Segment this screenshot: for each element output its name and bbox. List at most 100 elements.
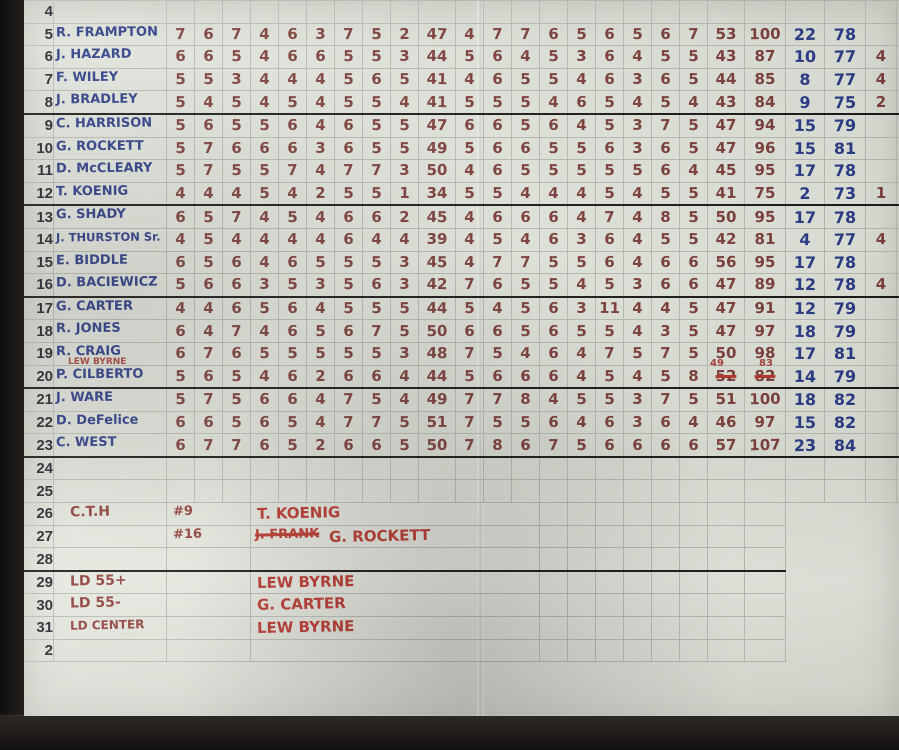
hole-4-score: 4	[250, 90, 279, 115]
score-value: 5	[492, 183, 503, 203]
hole-9-score: 4	[390, 364, 419, 390]
empty-cell	[651, 638, 680, 663]
hole-11-score: 6	[483, 113, 512, 138]
hole-1-score: 6	[166, 341, 195, 366]
score-value: 5	[688, 390, 699, 409]
hole-5-score: 5	[278, 410, 307, 435]
hole-2-score: 7	[194, 433, 223, 458]
score-value: 6	[203, 24, 214, 43]
player-name-cell: R. JONES	[53, 319, 167, 343]
hole-16-score: 5	[623, 159, 652, 183]
gross-score: 107	[744, 433, 786, 458]
score-value: 4	[875, 275, 887, 294]
score-value: 2	[875, 92, 887, 111]
hole-14-score: 4	[567, 273, 596, 298]
gross-score: 100	[744, 387, 786, 412]
hole-4-score: 6	[250, 136, 279, 161]
score-value: 5	[632, 24, 643, 43]
empty-cell	[651, 502, 680, 526]
hole-9-score: 2	[390, 204, 419, 229]
hole-1-score: 6	[166, 250, 195, 275]
score-value: 3	[399, 344, 410, 363]
extra-column: 4	[865, 273, 897, 298]
score-value: 6	[343, 138, 354, 157]
score-value: 5	[259, 116, 270, 135]
hole-18-score: 5	[679, 67, 708, 92]
empty-cell	[567, 593, 596, 618]
hole-16-score: 3	[623, 136, 652, 161]
score-value: 5	[175, 116, 186, 135]
score-value: 4	[632, 252, 643, 271]
score-value: 5	[399, 138, 410, 157]
hole-13-score: 6	[539, 364, 568, 390]
hole-14-score: 3	[567, 227, 596, 252]
hole-2-score: 6	[194, 410, 223, 435]
score-value: 4	[399, 390, 410, 409]
score-value: 7	[548, 435, 559, 454]
scorecard-table: 4 5 R. FRAMPTON 7 6 7 4 6 3 7 5 2 47 4 7 7 6 5 6 5 6 7 53 100 22…	[0, 0, 899, 663]
score-value: 4	[315, 116, 326, 135]
score-value: 4	[464, 230, 475, 249]
notes-row: 29 LD 55+ LEW BYRNE	[22, 570, 899, 595]
score-value: 6	[175, 344, 186, 363]
score-value: 6	[231, 344, 242, 363]
score-value: 6	[604, 47, 615, 66]
hole-1-score: 4	[166, 296, 195, 321]
empty-cell	[679, 638, 708, 663]
in-total-value: 47	[715, 116, 737, 135]
score-value: 3	[315, 138, 326, 157]
empty-cell	[595, 593, 624, 618]
score-value: 6	[287, 321, 298, 340]
table-row: 14 J. THURSTON Sr. 4 5 4 4 4 4 6 4 4 39 4 5 4 6 3 6 4 5 5 42 8…	[22, 227, 899, 252]
extra-column	[865, 0, 897, 24]
score-value: 6	[548, 207, 559, 226]
hole-4-score: 4	[250, 250, 279, 275]
hole-17-score: 6	[651, 410, 680, 435]
hole-7-score: 5	[334, 45, 363, 69]
hole-17-score: 5	[651, 181, 680, 207]
hole-5-score: 6	[278, 319, 307, 343]
hole-17-score: 6	[651, 250, 680, 275]
hole-3-score: 7	[222, 204, 251, 229]
score-value: 3	[399, 252, 410, 271]
score-value: 5	[576, 161, 587, 180]
score-value: 6	[688, 435, 699, 454]
notes-row: 26 C.T.H #9 T. KOENIG	[22, 502, 899, 526]
score-value: 7	[203, 390, 214, 409]
extra-column	[865, 159, 897, 183]
hole-7-score: 7	[334, 387, 363, 412]
net-score-value: 79	[833, 321, 857, 341]
score-value: 5	[576, 390, 587, 409]
in-total: 47	[707, 319, 745, 343]
hole-8-score: 5	[362, 45, 391, 69]
hole-5-score: 4	[278, 181, 307, 207]
table-row: 18 R. JONES 6 4 7 4 6 5 6 7 5 50 6 6 5 6 5 5 4 3 5 47 97 18 79	[22, 319, 899, 343]
score-value: 5	[175, 70, 186, 89]
notes-row: 30 LD 55- G. CARTER	[22, 593, 899, 618]
gross-score-value: 94	[754, 116, 776, 135]
hole-15-score: 5	[595, 90, 624, 115]
empty-cell	[744, 638, 786, 663]
score-value: 5	[371, 344, 382, 363]
hole-2-score: 5	[194, 250, 223, 275]
score-value: 7	[231, 435, 242, 454]
hole-9-score: 5	[390, 296, 419, 321]
desk-edge-left	[0, 0, 24, 750]
hole-4-score: 5	[250, 113, 279, 138]
score-value: 5	[399, 412, 410, 432]
score-value: 4	[576, 183, 587, 203]
in-total-value: 53	[715, 24, 737, 44]
gross-score-value: 84	[754, 92, 776, 111]
score-value: 7	[203, 344, 214, 363]
table-row: 25	[22, 479, 899, 504]
hole-18-score: 6	[679, 250, 708, 275]
hole-12-score	[511, 456, 540, 481]
hole-16-score	[623, 456, 652, 481]
score-value: 4	[175, 230, 186, 249]
hole-12-score	[511, 0, 540, 24]
score-value: 5	[548, 275, 559, 294]
score-value: 4	[203, 92, 214, 111]
player-name-cell: J. HAZARD	[53, 45, 167, 69]
score-value: 4	[287, 69, 298, 89]
player-name: C. WEST	[55, 435, 117, 451]
